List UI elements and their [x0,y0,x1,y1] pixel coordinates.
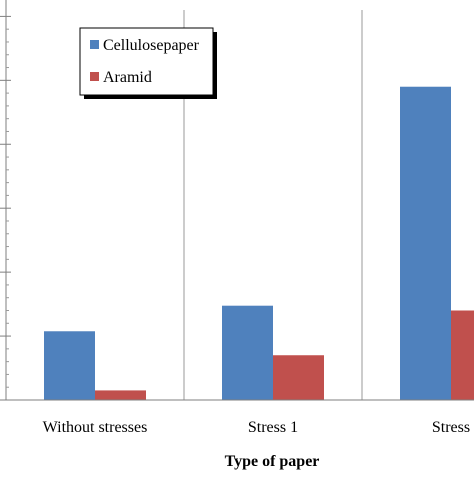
x-tick-label: Stress [432,419,470,436]
x-tick-label: Stress 1 [248,419,298,436]
bar-aramid [273,355,324,400]
legend-label: Cellulosepaper [103,37,200,54]
bar-cellulose [400,86,451,400]
x-axis-title: Type of paper [225,453,320,470]
legend-swatch [90,72,99,81]
axis-labels: Without stresses Stress 1 Stress Type of pa… [43,419,470,470]
bar-cellulose [44,331,95,400]
legend-swatch [90,40,99,49]
bar-cellulose [222,305,273,400]
x-tick-label: Without stresses [43,419,148,436]
bar-aramid [95,390,146,400]
legend-box [79,27,214,96]
legend-label: Aramid [103,69,152,86]
plot-area [44,86,474,400]
bar-aramid [451,310,474,400]
legend: Cellulosepaper Aramid [79,27,217,99]
